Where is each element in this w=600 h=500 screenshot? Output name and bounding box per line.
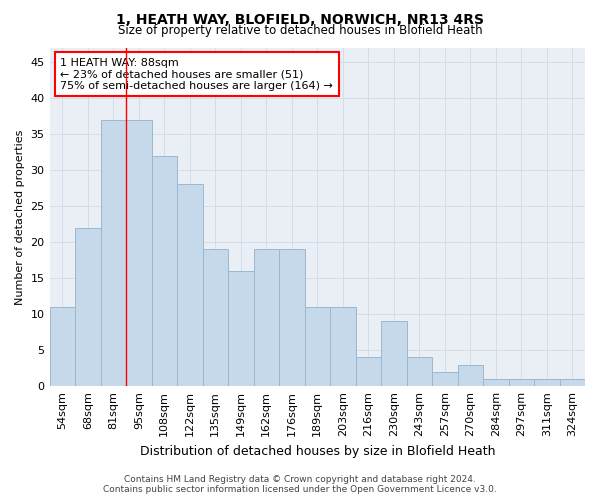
Bar <box>101 120 126 386</box>
Bar <box>534 379 560 386</box>
Bar <box>560 379 585 386</box>
Y-axis label: Number of detached properties: Number of detached properties <box>15 129 25 304</box>
Text: Size of property relative to detached houses in Blofield Heath: Size of property relative to detached ho… <box>118 24 482 37</box>
X-axis label: Distribution of detached houses by size in Blofield Heath: Distribution of detached houses by size … <box>140 444 495 458</box>
Bar <box>177 184 203 386</box>
Bar <box>254 250 279 386</box>
Bar <box>305 307 330 386</box>
Bar <box>407 358 432 386</box>
Bar <box>432 372 458 386</box>
Bar <box>458 364 483 386</box>
Text: Contains HM Land Registry data © Crown copyright and database right 2024.
Contai: Contains HM Land Registry data © Crown c… <box>103 474 497 494</box>
Bar <box>330 307 356 386</box>
Text: 1, HEATH WAY, BLOFIELD, NORWICH, NR13 4RS: 1, HEATH WAY, BLOFIELD, NORWICH, NR13 4R… <box>116 12 484 26</box>
Bar <box>356 358 381 386</box>
Bar <box>126 120 152 386</box>
Text: 1 HEATH WAY: 88sqm
← 23% of detached houses are smaller (51)
75% of semi-detache: 1 HEATH WAY: 88sqm ← 23% of detached hou… <box>60 58 333 91</box>
Bar <box>279 250 305 386</box>
Bar <box>483 379 509 386</box>
Bar <box>228 271 254 386</box>
Bar <box>509 379 534 386</box>
Bar <box>75 228 101 386</box>
Bar <box>203 250 228 386</box>
Bar <box>50 307 75 386</box>
Bar <box>152 156 177 386</box>
Bar <box>381 322 407 386</box>
